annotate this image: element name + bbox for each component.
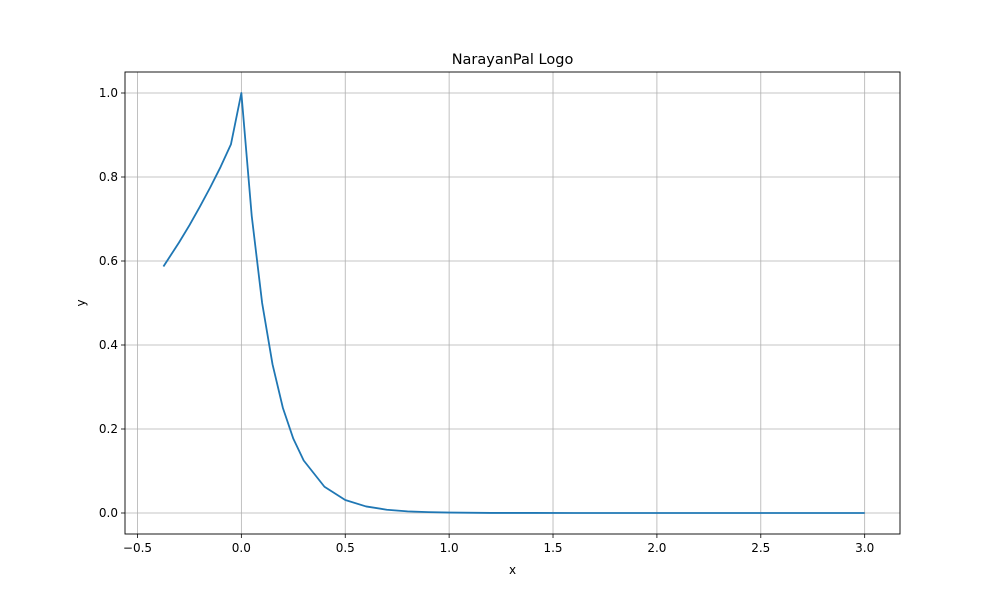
x-tick-label: 1.0: [440, 541, 459, 555]
x-tick-label: 0.0: [232, 541, 251, 555]
x-tick-label: 2.5: [751, 541, 770, 555]
series-line: [162, 92, 865, 514]
axis-ticks: −0.5 0.0 0.5 1.0 1.5 2.0 2.5 3.0 0.0 0.2 0.4 0.6 0.8…: [99, 86, 874, 555]
x-tick-label: 3.0: [855, 541, 874, 555]
y-axis-label: y: [74, 299, 88, 306]
y-tick-label: 0.6: [99, 254, 118, 268]
chart-title: NarayanPal Logo: [452, 52, 574, 68]
x-tick-label: 2.0: [647, 541, 666, 555]
y-tick-label: 0.0: [99, 506, 118, 520]
y-tick-label: 0.8: [99, 170, 118, 184]
grid-lines: [125, 72, 900, 534]
x-tick-label: −0.5: [123, 541, 152, 555]
plot-frame: [124, 71, 901, 535]
x-axis-label: x: [509, 563, 516, 577]
y-tick-label: 0.2: [99, 422, 118, 436]
series-layer: [162, 92, 865, 514]
x-tick-label: 1.5: [543, 541, 562, 555]
x-tick-label: 0.5: [336, 541, 355, 555]
y-tick-label: 1.0: [99, 86, 118, 100]
y-tick-label: 0.4: [99, 338, 118, 352]
